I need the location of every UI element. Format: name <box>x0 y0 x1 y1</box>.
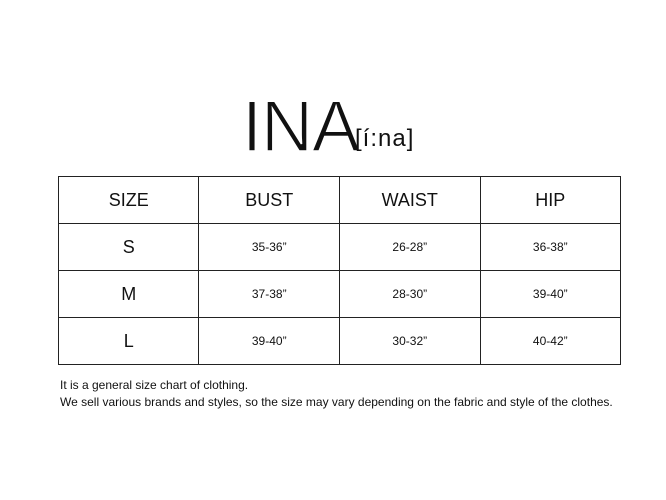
waist-cell: 30-32” <box>338 317 481 365</box>
table-row: S 35-36” 26-28” 36-38” <box>57 223 622 271</box>
hip-cell: 39-40” <box>479 270 622 318</box>
header-hip: HIP <box>479 176 622 224</box>
waist-cell: 26-28” <box>338 223 481 271</box>
table-header-row: SIZE BUST WAIST HIP <box>57 176 622 224</box>
header-size: SIZE <box>57 176 200 224</box>
size-cell: M <box>57 270 200 318</box>
size-cell: S <box>57 223 200 271</box>
header-bust: BUST <box>198 176 340 224</box>
hip-cell: 40-42” <box>479 317 622 365</box>
table-row: L 39-40” 30-32” 40-42” <box>57 317 622 365</box>
bust-cell: 37-38” <box>198 270 340 318</box>
brand-logo: INA <box>241 87 361 167</box>
hip-cell: 36-38” <box>479 223 622 271</box>
note-variation: We sell various brands and styles, so th… <box>60 395 613 409</box>
bust-cell: 39-40” <box>198 317 340 365</box>
size-table: SIZE BUST WAIST HIP S 35-36” 26-28” 36-3… <box>57 176 622 365</box>
note-general: It is a general size chart of clothing. <box>60 378 249 392</box>
waist-cell: 28-30” <box>338 270 481 318</box>
table-row: M 37-38” 28-30” 39-40” <box>57 270 622 318</box>
bust-cell: 35-36” <box>198 223 340 271</box>
size-cell: L <box>57 317 200 365</box>
header-waist: WAIST <box>338 176 481 224</box>
brand-pronunciation: [í:na] <box>355 125 415 152</box>
